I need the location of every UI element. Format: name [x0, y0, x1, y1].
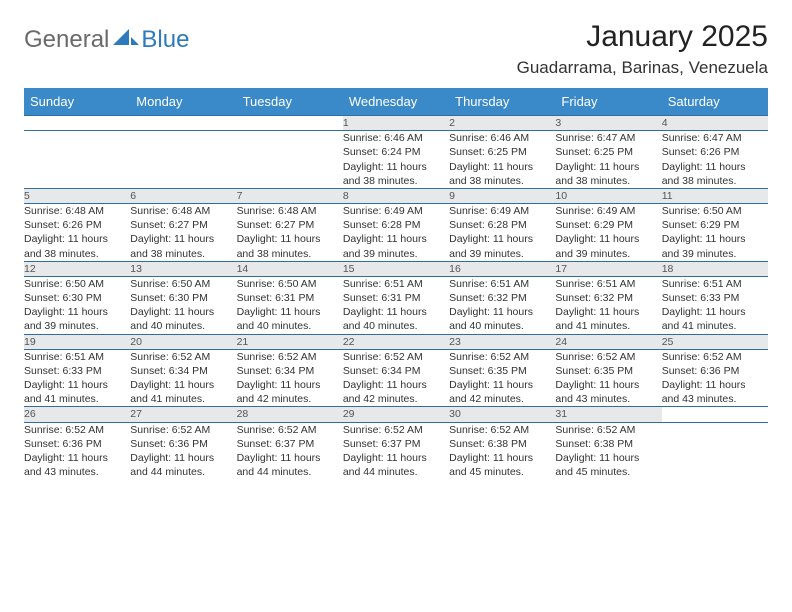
title-block: January 2025 Guadarrama, Barinas, Venezu… — [517, 20, 768, 78]
day-details: Sunrise: 6:52 AMSunset: 6:38 PMDaylight:… — [555, 422, 661, 479]
day-number: 1 — [343, 116, 449, 131]
daynum-row: 567891011 — [24, 188, 768, 203]
empty-cell — [237, 116, 343, 131]
logo-text-a: General — [24, 26, 109, 54]
day-details: Sunrise: 6:49 AMSunset: 6:28 PMDaylight:… — [343, 204, 449, 262]
day-number: 16 — [449, 261, 555, 276]
day-header: Friday — [555, 88, 661, 116]
location: Guadarrama, Barinas, Venezuela — [517, 58, 768, 78]
day-number: 20 — [130, 334, 236, 349]
day-header: Thursday — [449, 88, 555, 116]
day-number: 23 — [449, 334, 555, 349]
day-details: Sunrise: 6:52 AMSunset: 6:34 PMDaylight:… — [343, 349, 449, 407]
day-number: 22 — [343, 334, 449, 349]
day-number: 17 — [555, 261, 661, 276]
detail-row: Sunrise: 6:52 AMSunset: 6:36 PMDaylight:… — [24, 422, 768, 479]
day-number: 14 — [237, 261, 343, 276]
empty-cell — [24, 116, 130, 131]
day-details: Sunrise: 6:50 AMSunset: 6:29 PMDaylight:… — [662, 204, 768, 262]
day-details: Sunrise: 6:49 AMSunset: 6:28 PMDaylight:… — [449, 204, 555, 262]
day-details: Sunrise: 6:50 AMSunset: 6:30 PMDaylight:… — [130, 276, 236, 334]
day-number: 21 — [237, 334, 343, 349]
header: General Blue January 2025 Guadarrama, Ba… — [24, 20, 768, 78]
day-number: 31 — [555, 407, 661, 422]
day-details: Sunrise: 6:50 AMSunset: 6:31 PMDaylight:… — [237, 276, 343, 334]
calendar-header-row: SundayMondayTuesdayWednesdayThursdayFrid… — [24, 88, 768, 116]
empty-cell — [662, 407, 768, 422]
detail-row: Sunrise: 6:50 AMSunset: 6:30 PMDaylight:… — [24, 276, 768, 334]
day-number: 30 — [449, 407, 555, 422]
detail-row: Sunrise: 6:51 AMSunset: 6:33 PMDaylight:… — [24, 349, 768, 407]
logo: General Blue — [24, 20, 189, 54]
day-number: 13 — [130, 261, 236, 276]
day-header: Wednesday — [343, 88, 449, 116]
day-number: 11 — [662, 188, 768, 203]
day-header: Sunday — [24, 88, 130, 116]
detail-row: Sunrise: 6:48 AMSunset: 6:26 PMDaylight:… — [24, 204, 768, 262]
day-details: Sunrise: 6:47 AMSunset: 6:25 PMDaylight:… — [555, 131, 661, 189]
day-details: Sunrise: 6:52 AMSunset: 6:37 PMDaylight:… — [343, 422, 449, 479]
day-details: Sunrise: 6:52 AMSunset: 6:35 PMDaylight:… — [449, 349, 555, 407]
day-number: 26 — [24, 407, 130, 422]
day-number: 2 — [449, 116, 555, 131]
day-number: 15 — [343, 261, 449, 276]
day-number: 8 — [343, 188, 449, 203]
day-details: Sunrise: 6:52 AMSunset: 6:36 PMDaylight:… — [130, 422, 236, 479]
month-title: January 2025 — [517, 20, 768, 54]
daynum-row: 1234 — [24, 116, 768, 131]
day-details: Sunrise: 6:46 AMSunset: 6:24 PMDaylight:… — [343, 131, 449, 189]
day-number: 25 — [662, 334, 768, 349]
day-details: Sunrise: 6:52 AMSunset: 6:37 PMDaylight:… — [237, 422, 343, 479]
day-header: Tuesday — [237, 88, 343, 116]
day-details: Sunrise: 6:51 AMSunset: 6:32 PMDaylight:… — [449, 276, 555, 334]
day-details: Sunrise: 6:51 AMSunset: 6:33 PMDaylight:… — [24, 349, 130, 407]
logo-text-b: Blue — [141, 26, 189, 54]
empty-cell — [662, 422, 768, 479]
day-details: Sunrise: 6:49 AMSunset: 6:29 PMDaylight:… — [555, 204, 661, 262]
day-details: Sunrise: 6:51 AMSunset: 6:31 PMDaylight:… — [343, 276, 449, 334]
day-number: 12 — [24, 261, 130, 276]
day-details: Sunrise: 6:52 AMSunset: 6:36 PMDaylight:… — [24, 422, 130, 479]
empty-cell — [24, 131, 130, 189]
calendar-table: SundayMondayTuesdayWednesdayThursdayFrid… — [24, 88, 768, 479]
day-number: 29 — [343, 407, 449, 422]
day-number: 5 — [24, 188, 130, 203]
day-number: 7 — [237, 188, 343, 203]
day-details: Sunrise: 6:52 AMSunset: 6:36 PMDaylight:… — [662, 349, 768, 407]
daynum-row: 19202122232425 — [24, 334, 768, 349]
detail-row: Sunrise: 6:46 AMSunset: 6:24 PMDaylight:… — [24, 131, 768, 189]
day-details: Sunrise: 6:51 AMSunset: 6:33 PMDaylight:… — [662, 276, 768, 334]
day-number: 9 — [449, 188, 555, 203]
day-number: 3 — [555, 116, 661, 131]
day-details: Sunrise: 6:48 AMSunset: 6:27 PMDaylight:… — [130, 204, 236, 262]
day-header: Saturday — [662, 88, 768, 116]
day-details: Sunrise: 6:46 AMSunset: 6:25 PMDaylight:… — [449, 131, 555, 189]
empty-cell — [237, 131, 343, 189]
empty-cell — [130, 131, 236, 189]
day-details: Sunrise: 6:47 AMSunset: 6:26 PMDaylight:… — [662, 131, 768, 189]
day-number: 10 — [555, 188, 661, 203]
day-details: Sunrise: 6:52 AMSunset: 6:34 PMDaylight:… — [237, 349, 343, 407]
logo-sail-icon — [113, 26, 139, 54]
day-number: 24 — [555, 334, 661, 349]
day-number: 27 — [130, 407, 236, 422]
day-details: Sunrise: 6:52 AMSunset: 6:35 PMDaylight:… — [555, 349, 661, 407]
day-details: Sunrise: 6:51 AMSunset: 6:32 PMDaylight:… — [555, 276, 661, 334]
day-number: 4 — [662, 116, 768, 131]
day-details: Sunrise: 6:48 AMSunset: 6:27 PMDaylight:… — [237, 204, 343, 262]
day-number: 28 — [237, 407, 343, 422]
empty-cell — [130, 116, 236, 131]
day-number: 19 — [24, 334, 130, 349]
day-details: Sunrise: 6:52 AMSunset: 6:38 PMDaylight:… — [449, 422, 555, 479]
daynum-row: 262728293031 — [24, 407, 768, 422]
day-details: Sunrise: 6:52 AMSunset: 6:34 PMDaylight:… — [130, 349, 236, 407]
day-details: Sunrise: 6:48 AMSunset: 6:26 PMDaylight:… — [24, 204, 130, 262]
day-details: Sunrise: 6:50 AMSunset: 6:30 PMDaylight:… — [24, 276, 130, 334]
daynum-row: 12131415161718 — [24, 261, 768, 276]
day-header: Monday — [130, 88, 236, 116]
day-number: 18 — [662, 261, 768, 276]
day-number: 6 — [130, 188, 236, 203]
